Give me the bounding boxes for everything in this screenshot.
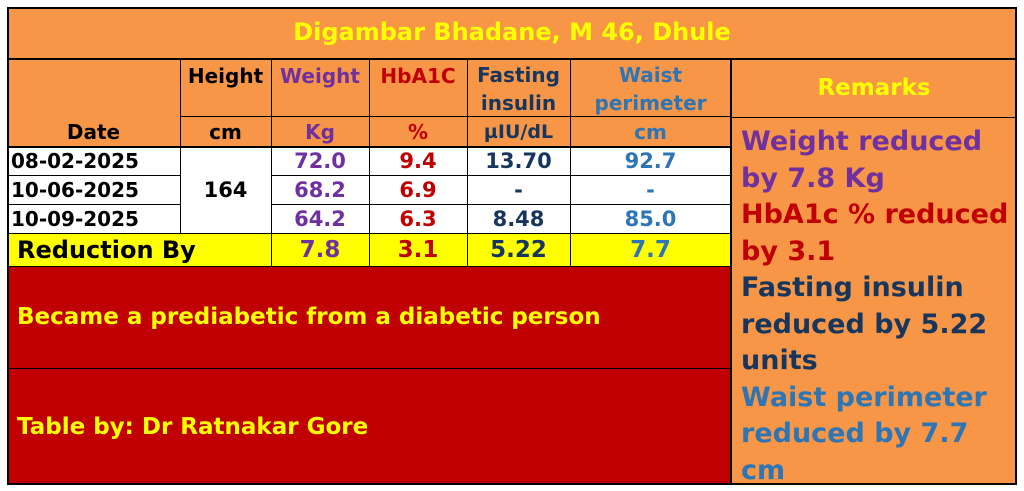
grid-line <box>271 204 731 205</box>
header-weight-unit: Kg <box>305 120 335 144</box>
grid-line <box>7 58 1017 60</box>
header-weight: Weight <box>280 64 360 88</box>
header-waist-unit: cm <box>634 120 667 144</box>
header-insulin-line2: insulin <box>480 90 557 115</box>
row-2-hba1c: 6.9 <box>399 177 437 202</box>
remarks-panel <box>731 59 1017 485</box>
row-2-waist: - <box>646 177 655 202</box>
row-3-date: 10-09-2025 <box>11 206 139 231</box>
title-bar <box>7 7 1017 59</box>
reduction-label: Reduction By <box>17 235 196 264</box>
remark-waist: Waist perimeter reduced by 7.7 cm <box>741 381 987 486</box>
row-3-insulin: 8.48 <box>492 206 545 231</box>
grid-line <box>731 117 1017 118</box>
header-height: Height <box>187 64 264 88</box>
row-1-weight: 72.0 <box>294 149 346 173</box>
row-1-date: 08-02-2025 <box>11 149 139 173</box>
credit-block <box>7 368 731 485</box>
grid-line <box>7 175 180 176</box>
row-1-hba1c: 9.4 <box>399 149 437 173</box>
reduction-weight: 7.8 <box>299 236 341 263</box>
row-3-hba1c: 6.3 <box>399 206 437 231</box>
grid-line <box>7 368 731 369</box>
remark-insulin: Fasting insulin reduced by 5.22 units <box>741 272 988 376</box>
grid-line <box>271 59 272 266</box>
grid-line <box>7 204 180 205</box>
note-block <box>7 266 731 368</box>
row-2-insulin: - <box>514 177 523 202</box>
table-credit: Table by: Dr Ratnakar Gore <box>17 413 369 440</box>
grid-line <box>369 59 370 266</box>
table-frame: Digambar Bhadane, M 46, Dhule Date Heigh… <box>7 7 1017 485</box>
row-2-weight: 68.2 <box>294 177 346 202</box>
height-value: 164 <box>203 178 248 202</box>
grid-line <box>180 116 731 117</box>
header-date: Date <box>66 120 121 144</box>
header-waist-line2: perimeter <box>594 90 707 115</box>
grid-line <box>730 59 732 485</box>
row-3-waist: 85.0 <box>624 206 677 231</box>
page-title: Digambar Bhadane, M 46, Dhule <box>293 18 731 46</box>
remarks-list: Weight reduced by 7.8 Kg HbA1c % reduced… <box>741 124 1017 489</box>
header-hba1c: HbA1C <box>380 64 456 88</box>
row-2-date: 10-06-2025 <box>11 177 139 202</box>
outcome-note: Became a prediabetic from a diabetic per… <box>17 304 601 330</box>
header-hba1c-unit: % <box>407 120 429 144</box>
header-insulin-unit: µIU/dL <box>483 121 554 143</box>
grid-line <box>467 59 468 266</box>
row-3-weight: 64.2 <box>294 206 346 231</box>
grid-line <box>271 175 731 176</box>
header-height-unit: cm <box>209 120 242 144</box>
header-waist-line1: Waist <box>618 63 683 87</box>
reduction-hba1c: 3.1 <box>397 236 439 263</box>
header-remarks: Remarks <box>817 75 931 101</box>
remark-weight: Weight reduced by 7.8 Kg <box>741 126 983 194</box>
grid-line <box>570 59 571 266</box>
row-1-insulin: 13.70 <box>485 149 552 173</box>
grid-line <box>7 266 731 267</box>
grid-line <box>180 59 181 233</box>
header-insulin-line1: Fasting <box>477 63 560 87</box>
remark-hba1c: HbA1c % reduced by 3.1 <box>741 199 1009 267</box>
reduction-waist: 7.7 <box>630 236 671 263</box>
outer-border <box>7 7 1017 485</box>
row-1-waist: 92.7 <box>624 149 677 173</box>
reduction-insulin: 5.22 <box>490 236 547 263</box>
